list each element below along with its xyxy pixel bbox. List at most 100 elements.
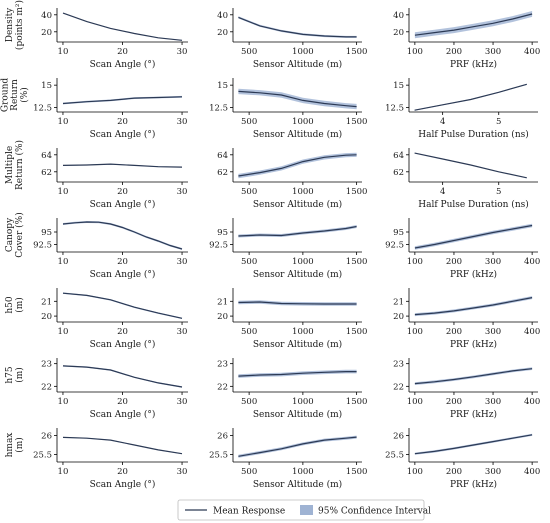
subplot: 500 1000 1500 22 23 Sensor Altitude (m) bbox=[217, 358, 367, 420]
mean-line bbox=[238, 371, 357, 377]
x-tick-label: 10 bbox=[58, 187, 69, 197]
mean-line bbox=[414, 297, 533, 316]
y-tick-label: 62 bbox=[393, 168, 404, 178]
x-tick-label: 1000 bbox=[292, 257, 314, 267]
mean-line bbox=[62, 365, 183, 388]
x-tick-label: 20 bbox=[117, 467, 128, 477]
subplot: 10 20 30 25.5 26 Scan Angle (°) bbox=[33, 428, 188, 490]
y-tick-label: 20 bbox=[393, 28, 404, 38]
mean-line bbox=[62, 96, 183, 105]
x-tick-label: 400 bbox=[524, 397, 540, 407]
x-axis-label: PRF (kHz) bbox=[450, 269, 497, 280]
x-tick-label: 10 bbox=[58, 467, 69, 477]
y-tick-label: 15 bbox=[217, 81, 228, 91]
x-tick-label: 20 bbox=[117, 257, 128, 267]
mean-line bbox=[238, 225, 357, 237]
row-ylabel-line: h75 bbox=[5, 366, 15, 384]
subplot: 500 1000 1500 20 40 Sensor Altitude (m) bbox=[217, 8, 367, 70]
mean-line bbox=[62, 436, 183, 455]
y-tick-label: 20 bbox=[217, 28, 228, 38]
row-ylabel-line: (points m²) bbox=[14, 0, 25, 50]
mean-line bbox=[238, 154, 357, 177]
row-ylabel: MultipleReturn (%) bbox=[5, 140, 25, 190]
mean-line bbox=[62, 292, 183, 319]
x-axis-label: Half Pulse Duration (ns) bbox=[418, 199, 529, 210]
x-axis-label: PRF (kHz) bbox=[450, 59, 497, 70]
mean-line bbox=[414, 83, 527, 111]
mean-line bbox=[414, 368, 533, 385]
subplot: 10 20 30 20 40 Scan Angle (°) bbox=[41, 8, 188, 70]
x-tick-label: 100 bbox=[407, 327, 423, 337]
x-axis-label: Scan Angle (°) bbox=[90, 199, 156, 210]
y-tick-label: 22 bbox=[217, 382, 228, 392]
x-tick-label: 20 bbox=[117, 187, 128, 197]
subplot: 10 20 30 12.5 15 Scan Angle (°) bbox=[33, 78, 188, 140]
confidence-band bbox=[414, 11, 533, 39]
x-tick-label: 1500 bbox=[346, 257, 368, 267]
x-tick-label: 30 bbox=[177, 327, 188, 337]
row-ylabel: CanopyCover (%) bbox=[5, 212, 25, 257]
x-tick-label: 100 bbox=[407, 467, 423, 477]
y-tick-label: 20 bbox=[217, 312, 228, 322]
x-tick-label: 10 bbox=[58, 397, 69, 407]
x-axis-label: Sensor Altitude (m) bbox=[253, 479, 342, 490]
y-tick-label: 40 bbox=[41, 11, 52, 21]
subplot: 100 200 300 400 20 21 PRF (kHz) bbox=[393, 288, 540, 350]
x-tick-label: 400 bbox=[524, 467, 540, 477]
mean-line bbox=[238, 90, 357, 108]
x-tick-label: 1000 bbox=[292, 187, 314, 197]
x-axis-label: PRF (kHz) bbox=[450, 339, 497, 350]
x-tick-label: 1500 bbox=[346, 327, 368, 337]
row-ylabel: hmax(m) bbox=[5, 433, 25, 458]
y-tick-label: 95 bbox=[217, 228, 228, 238]
subplot: 100 200 300 400 25.5 26 PRF (kHz) bbox=[385, 428, 540, 490]
y-tick-label: 26 bbox=[393, 432, 404, 442]
subplot: 100 200 300 400 92.5 95 PRF (kHz) bbox=[385, 218, 540, 280]
subplot: 500 1000 1500 62 64 Sensor Altitude (m) bbox=[217, 148, 367, 210]
mean-line bbox=[62, 12, 183, 41]
x-tick-label: 500 bbox=[241, 117, 257, 127]
x-axis-label: Sensor Altitude (m) bbox=[253, 59, 342, 70]
row-ylabel-line: h50 bbox=[5, 296, 15, 314]
confidence-band bbox=[238, 152, 357, 179]
y-tick-label: 21 bbox=[393, 297, 404, 307]
x-axis-label: Sensor Altitude (m) bbox=[253, 129, 342, 140]
y-tick-label: 23 bbox=[393, 360, 404, 370]
x-tick-label: 30 bbox=[177, 257, 188, 267]
x-axis-label: Scan Angle (°) bbox=[90, 59, 156, 70]
mean-line bbox=[414, 224, 533, 249]
x-tick-label: 1000 bbox=[292, 117, 314, 127]
x-tick-label: 5 bbox=[496, 117, 501, 127]
x-tick-label: 1500 bbox=[346, 397, 368, 407]
confidence-band bbox=[238, 225, 357, 238]
x-tick-label: 1500 bbox=[346, 117, 368, 127]
subplot: 10 20 30 62 64 Scan Angle (°) bbox=[41, 148, 188, 210]
mean-line bbox=[238, 16, 357, 38]
x-tick-label: 200 bbox=[446, 47, 462, 57]
subplot: 10 20 30 22 23 Scan Angle (°) bbox=[41, 358, 188, 420]
y-tick-label: 95 bbox=[393, 228, 404, 238]
x-tick-label: 10 bbox=[58, 47, 69, 57]
y-tick-label: 12.5 bbox=[209, 104, 228, 114]
x-tick-label: 500 bbox=[241, 327, 257, 337]
row-ylabel-line: Return (%) bbox=[14, 140, 25, 190]
y-tick-label: 25.5 bbox=[209, 450, 228, 460]
x-axis-label: Half Pulse Duration (ns) bbox=[418, 129, 529, 140]
x-axis-label: PRF (kHz) bbox=[450, 409, 497, 420]
legend-band-swatch bbox=[300, 505, 313, 515]
subplot: 500 1000 1500 25.5 26 Sensor Altitude (m) bbox=[209, 428, 367, 490]
subplot: 10 20 30 20 21 Scan Angle (°) bbox=[41, 288, 188, 350]
y-tick-label: 25.5 bbox=[385, 450, 404, 460]
confidence-band bbox=[238, 16, 357, 38]
x-tick-label: 1500 bbox=[346, 187, 368, 197]
y-tick-label: 21 bbox=[41, 297, 52, 307]
x-tick-label: 300 bbox=[485, 47, 501, 57]
x-tick-label: 1000 bbox=[292, 397, 314, 407]
x-tick-label: 30 bbox=[177, 47, 188, 57]
y-tick-label: 25.5 bbox=[33, 450, 52, 460]
row-ylabel-line: Cover (%) bbox=[14, 212, 25, 257]
row-ylabel-line: Return bbox=[10, 79, 20, 111]
subplot: 100 200 300 400 22 23 PRF (kHz) bbox=[393, 358, 540, 420]
x-tick-label: 20 bbox=[117, 397, 128, 407]
x-tick-label: 1500 bbox=[346, 467, 368, 477]
